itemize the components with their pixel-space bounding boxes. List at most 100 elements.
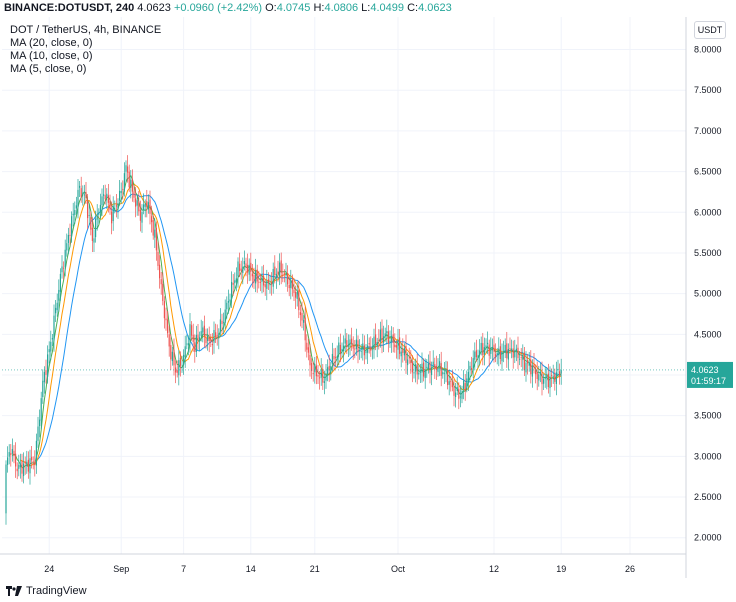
candle (477, 349, 479, 369)
candle (431, 361, 433, 386)
candle (26, 450, 28, 474)
candle (290, 269, 292, 300)
candle (229, 293, 231, 308)
candle (434, 357, 436, 379)
candle (184, 335, 186, 368)
candle (399, 328, 401, 360)
candle (104, 184, 106, 205)
x-tick-label: Sep (113, 564, 129, 574)
candle (90, 211, 92, 236)
candle (203, 315, 205, 348)
candle (245, 257, 247, 277)
candle (223, 312, 225, 335)
candle (469, 361, 471, 381)
candle (387, 325, 389, 353)
candle (202, 321, 204, 343)
y-tick-label: 6.5000 (694, 167, 722, 177)
y-tick-label: 2.0000 (694, 533, 722, 543)
candle (485, 338, 487, 354)
candle (83, 184, 85, 205)
candle (383, 325, 385, 353)
candle (218, 328, 220, 350)
candle (151, 205, 153, 233)
candle (304, 306, 306, 352)
candle (432, 350, 434, 370)
candle (282, 263, 284, 283)
candle (235, 267, 237, 292)
y-tick-label: 7.0000 (694, 126, 722, 136)
candle (354, 340, 356, 359)
x-tick-label: 14 (246, 564, 256, 574)
currency-unit-button[interactable]: USDT (694, 21, 726, 39)
candle (120, 182, 122, 204)
candle (424, 358, 426, 389)
candle (63, 261, 65, 280)
candle (349, 334, 351, 356)
candle (554, 368, 556, 391)
candle (195, 325, 197, 357)
candle (336, 345, 338, 367)
candle (293, 278, 295, 301)
candle (295, 285, 297, 310)
candle (475, 339, 477, 362)
candle (439, 354, 441, 377)
candle (187, 335, 189, 356)
candle (347, 334, 349, 358)
candle (39, 409, 41, 438)
candle (152, 214, 154, 240)
candle (119, 179, 121, 206)
candle (24, 456, 26, 475)
candle (495, 343, 497, 363)
ma20-legend[interactable]: MA (20, close, 0) (10, 37, 93, 49)
candle (328, 354, 330, 382)
candle (115, 194, 117, 218)
tradingview-logo[interactable]: TradingView (6, 585, 87, 597)
candle (219, 308, 221, 338)
candle (224, 299, 226, 329)
candle (450, 376, 452, 392)
last-price-value: 4.0623 (691, 365, 719, 375)
candle (179, 351, 181, 377)
x-tick-label: 19 (556, 564, 566, 574)
candle (330, 362, 332, 381)
ma5-legend[interactable]: MA (5, close, 0) (10, 63, 87, 75)
candle (421, 352, 423, 383)
candle (331, 342, 333, 372)
ma10-legend[interactable]: MA (10, close, 0) (10, 50, 93, 62)
time-axis: 24 Sep 7 14 21 Oct 12 19 26 (44, 564, 635, 574)
candle (53, 304, 55, 352)
candle (407, 352, 409, 375)
candle (123, 162, 125, 197)
main-series-legend[interactable]: DOT / TetherUS, 4h, BINANCE (10, 24, 162, 36)
candle (200, 319, 202, 342)
candle (216, 324, 218, 346)
candle (160, 271, 162, 295)
symbol-name[interactable]: BINANCE:DOTUSDT, 240 (4, 2, 135, 14)
candle (320, 358, 322, 386)
candle (237, 257, 239, 288)
candle (355, 328, 357, 356)
candle (69, 223, 71, 246)
ma-line-5 (12, 174, 562, 469)
candle (362, 333, 364, 361)
candle (443, 362, 445, 385)
candle (447, 361, 449, 390)
candle (371, 338, 373, 360)
candle (419, 363, 421, 384)
candle (178, 350, 180, 386)
candle (482, 332, 484, 366)
candle (391, 326, 393, 353)
candle (523, 347, 525, 376)
candle (312, 361, 314, 382)
candle (250, 252, 252, 281)
candle (370, 336, 372, 357)
candle (117, 198, 119, 219)
candle (344, 328, 346, 353)
candle (459, 385, 461, 408)
candle (451, 370, 453, 392)
candle (360, 343, 362, 359)
candle (122, 180, 124, 200)
candle (264, 279, 266, 296)
candle (154, 218, 156, 249)
